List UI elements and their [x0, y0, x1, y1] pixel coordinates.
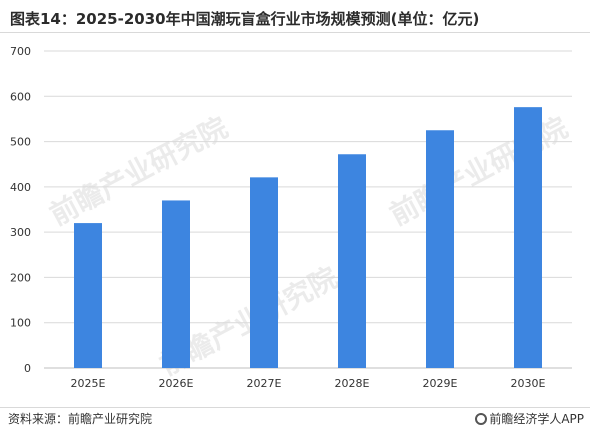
x-tick-label: 2025E: [71, 377, 106, 390]
bar: [74, 223, 102, 368]
x-tick-label: 2027E: [247, 377, 282, 390]
x-tick-label: 2026E: [159, 377, 194, 390]
y-tick-label: 100: [10, 317, 31, 330]
x-tick-label: 2030E: [511, 377, 546, 390]
x-tick-label: 2029E: [423, 377, 458, 390]
brand-logo-icon: [475, 413, 488, 425]
bar: [514, 107, 542, 368]
y-tick-label: 600: [10, 90, 31, 103]
bar: [338, 154, 366, 368]
y-tick-label: 700: [10, 45, 31, 58]
brand-credit: 前瞻经济学人APP: [475, 410, 584, 427]
y-tick-label: 200: [10, 271, 31, 284]
y-tick-label: 400: [10, 181, 31, 194]
bar: [250, 177, 278, 368]
x-tick-label: 2028E: [335, 377, 370, 390]
brand-name: 前瞻经济学人APP: [489, 412, 584, 426]
title-divider: [0, 32, 590, 33]
y-tick-label: 300: [10, 226, 31, 239]
chart-title: 图表14：2025-2030年中国潮玩盲盒行业市场规模预测(单位：亿元): [10, 10, 480, 28]
bar-chart: 0 100 200 300 400 500 600 700 2025E 2026E 2027E 202…: [10, 45, 572, 390]
bar: [426, 130, 454, 368]
bar: [162, 200, 190, 368]
source-note: 资料来源：前瞻产业研究院: [8, 412, 153, 426]
y-tick-label: 500: [10, 136, 31, 149]
footer-divider: [0, 407, 590, 408]
y-tick-label: 0: [24, 362, 31, 375]
